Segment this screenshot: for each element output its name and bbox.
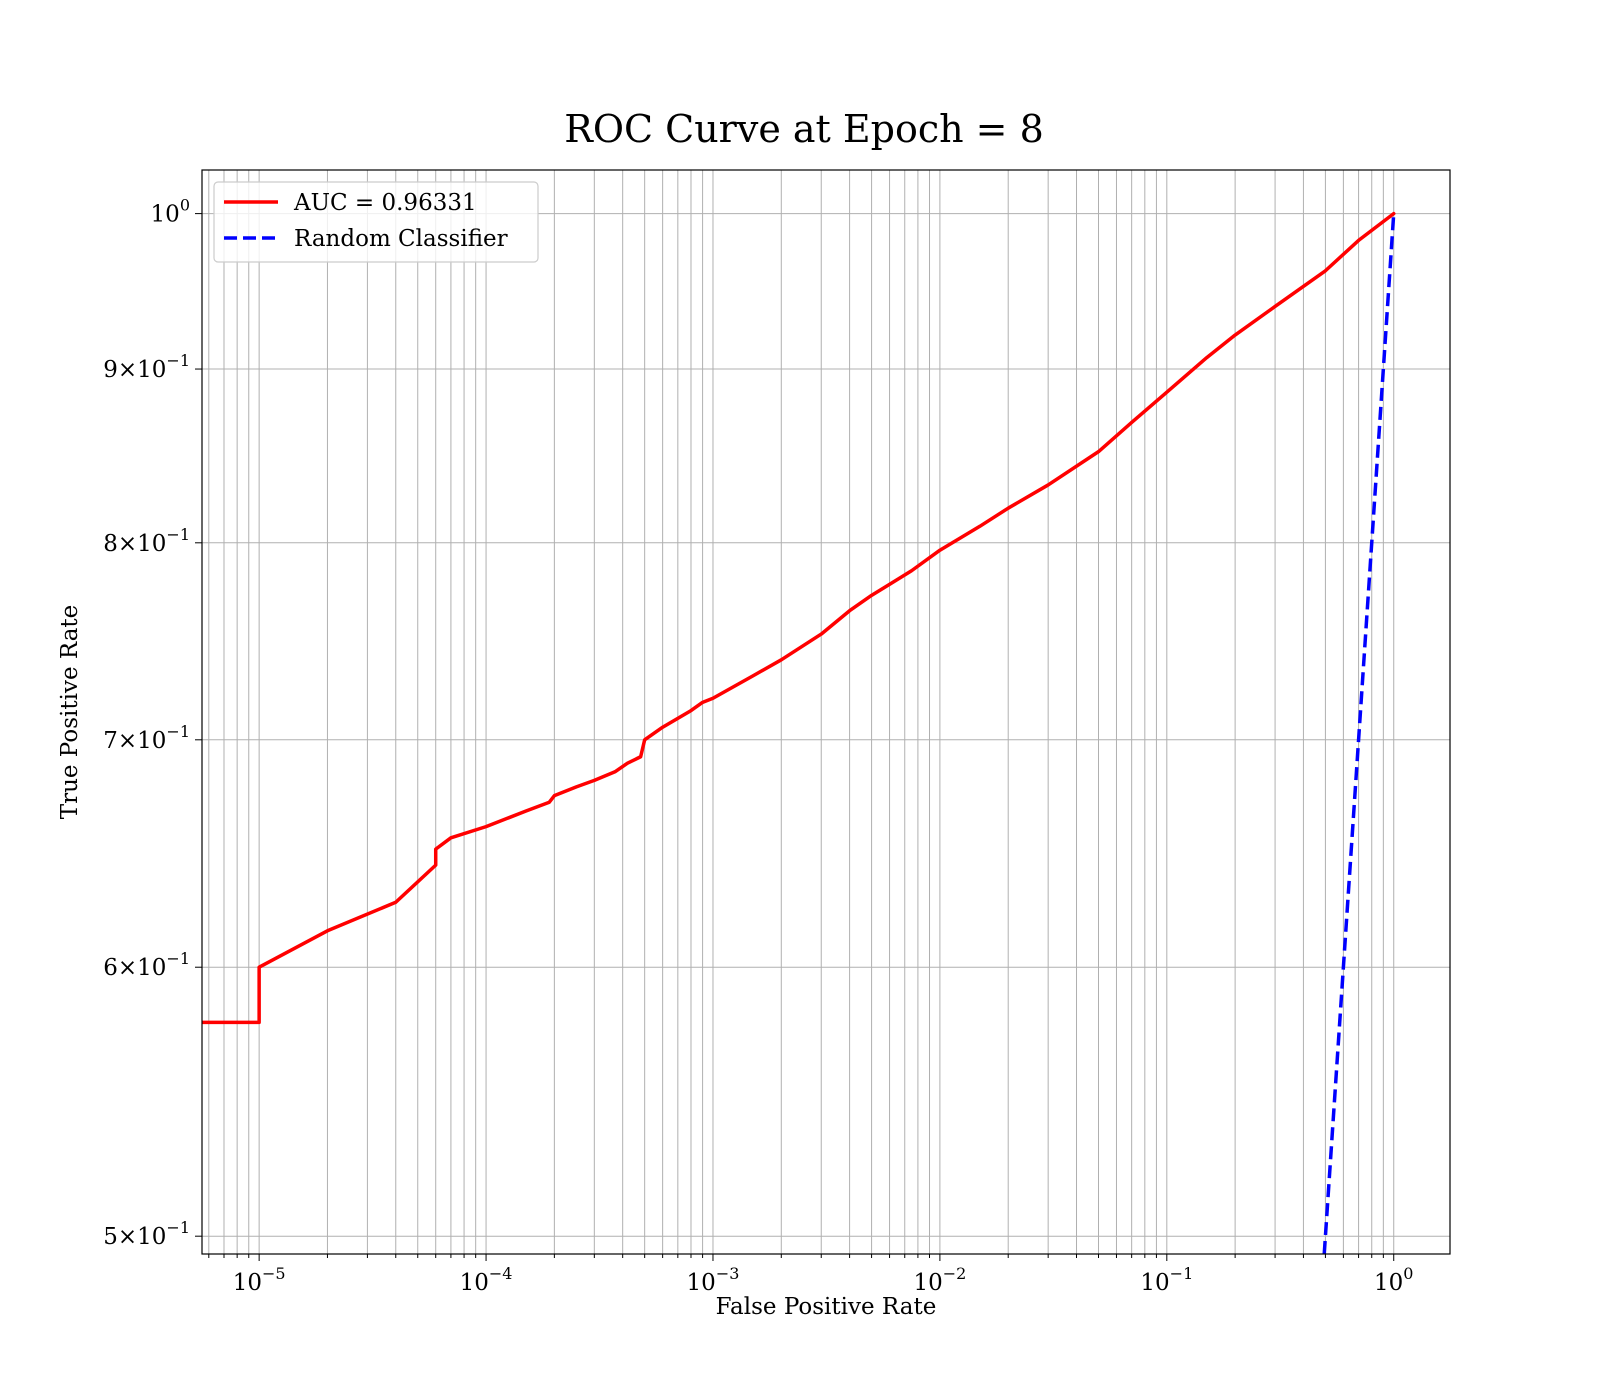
y-tick-label: 9×10−1 (103, 351, 190, 383)
y-axis-ticks: 5×10−1 6×10−1 7×10−1 8×10−1 9×10−1 100 (103, 196, 202, 1250)
x-tick-label: 10−5 (233, 1264, 286, 1296)
legend-entry-auc: AUC = 0.96331 (293, 190, 477, 216)
y-tick-label: 5×10−1 (103, 1218, 190, 1250)
chart-title: ROC Curve at Epoch = 8 (564, 107, 1044, 151)
x-tick-label: 10−1 (1140, 1264, 1193, 1296)
grid (202, 170, 1450, 1254)
series-layer (202, 211, 1396, 1254)
legend-box (213, 181, 539, 263)
x-tick-label: 10−3 (687, 1264, 740, 1296)
series-line-auc (202, 211, 1396, 1025)
y-tick-label: 100 (151, 196, 190, 228)
x-tick-label: 10−2 (913, 1264, 966, 1296)
y-tick-label: 6×10−1 (103, 949, 190, 981)
y-tick-label: 7×10−1 (103, 722, 190, 754)
y-axis-label: True Positive Rate (57, 605, 83, 820)
legend-entry-random: Random Classifier (294, 226, 508, 252)
plot-frame (201, 169, 1451, 1255)
x-axis-label: False Positive Rate (716, 1294, 937, 1320)
series-line-random (1322, 213, 1396, 1254)
y-tick-label: 8×10−1 (103, 525, 190, 557)
x-tick-label: 100 (1374, 1264, 1413, 1296)
legend: AUC = 0.96331 Random Classifier (213, 181, 539, 263)
x-axis-ticks: 10−5 10−4 10−3 10−2 10−1 100 (208, 1254, 1413, 1296)
x-tick-label: 10−4 (460, 1264, 513, 1296)
